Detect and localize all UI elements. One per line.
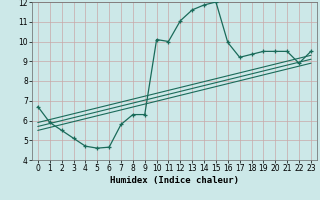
X-axis label: Humidex (Indice chaleur): Humidex (Indice chaleur) (110, 176, 239, 185)
